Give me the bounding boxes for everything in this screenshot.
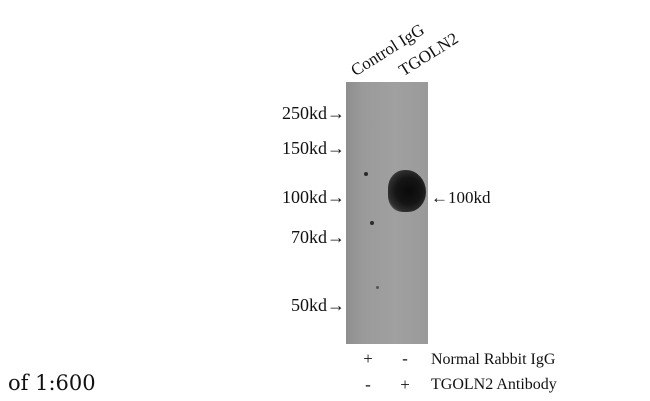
condition-sign: -: [402, 349, 408, 368]
blot-speck: [370, 221, 374, 225]
marker-250kd: 250kd→: [282, 103, 345, 123]
condition-sign: -: [365, 375, 371, 394]
caption-text: of 1:600: [8, 371, 96, 395]
band-size-label: ←100kd: [431, 188, 491, 207]
marker-150kd: 150kd→: [282, 138, 345, 158]
marker-70kd: 70kd→: [291, 227, 345, 247]
blot-speck: [376, 286, 379, 289]
marker-50kd: 50kd→: [291, 295, 345, 315]
condition-label-tgoln2-antibody: TGOLN2 Antibody: [431, 376, 557, 393]
blot-speck: [364, 172, 368, 176]
marker-100kd: 100kd→: [282, 187, 345, 207]
condition-sign: +: [400, 375, 410, 394]
condition-label-normal-rabbit-igg: Normal Rabbit IgG: [431, 351, 556, 368]
blot-band-100kd: [388, 170, 426, 212]
blot-membrane: [346, 82, 428, 344]
condition-sign: +: [363, 349, 373, 368]
